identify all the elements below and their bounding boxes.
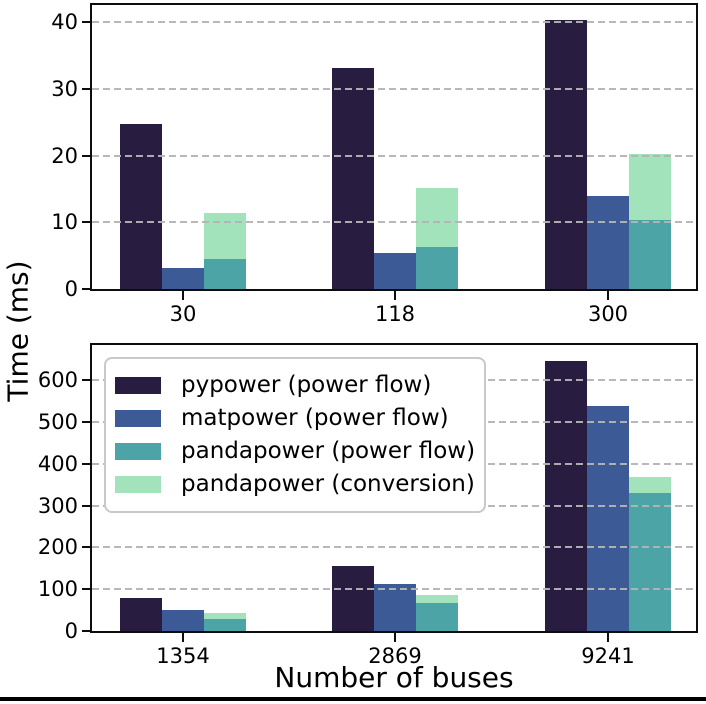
y-tick-600 [82,379,90,382]
bottom-border-line [0,697,706,701]
y-tick-label-20: 20 [51,143,78,168]
gridline-y-20 [92,154,696,157]
bar-pandapower_conv-30 [204,213,246,259]
bar-pandapower_pf-300 [629,219,671,289]
y-tick-label-200: 200 [37,535,78,560]
bar-pypower-118 [332,68,374,289]
bar-pandapower_pf-9241 [629,493,671,631]
bar-matpower-30 [162,267,204,289]
y-tick-100 [82,588,90,591]
y-tick-200 [82,546,90,549]
y-tick-label-600: 600 [37,368,78,393]
y-tick-0 [82,630,90,632]
x-tick-9241 [607,633,609,642]
x-tick-label-9241: 9241 [581,644,635,668]
x-tick-30 [182,291,184,300]
bar-pypower-1354 [120,597,162,631]
bar-pypower-9241 [545,361,587,631]
bar-pandapower_conv-300 [629,153,671,220]
x-tick-2869 [394,633,396,642]
legend: pypower (power flow) matpower (power flow… [104,357,486,513]
legend-row-pypower: pypower (power flow) [115,369,478,402]
top-subplot: 0 10 20 30 40 30 118 300 [51,3,698,326]
bar-pandapower_pf-1354 [204,619,246,631]
bar-pandapower_pf-2869 [416,603,458,631]
y-tick-500 [82,420,90,423]
y-tick-20 [82,154,90,157]
gridline-y-40 [92,21,696,24]
legend-swatch-matpower [115,410,161,427]
y-tick-label-40: 40 [51,10,78,35]
bar-pandapower_pf-118 [416,247,458,289]
bar-matpower-2869 [374,583,416,631]
legend-label: pandapower (conversion) [181,471,475,497]
y-tick-40 [82,21,90,24]
y-tick-label-0: 0 [64,277,78,301]
x-tick-label-118: 118 [374,302,416,326]
y-tick-label-400: 400 [37,451,78,476]
y-tick-label-500: 500 [37,409,78,434]
bar-pandapower_conv-1354 [204,613,246,620]
bar-matpower-1354 [162,610,204,631]
bar-pandapower_conv-2869 [416,595,458,603]
legend-row-pandapower_conv: pandapower (conversion) [115,468,478,501]
bar-pandapower_conv-118 [416,187,458,247]
bar-pandapower_conv-9241 [629,477,671,494]
x-tick-1354 [182,633,184,642]
y-tick-0 [82,288,90,290]
bar-matpower-118 [374,253,416,289]
y-tick-30 [82,88,90,90]
legend-swatch-pandapower_pf [115,443,161,460]
legend-swatch-pypower [115,377,161,394]
legend-label: pandapower (power flow) [181,438,476,464]
legend-label: pypower (power flow) [181,372,432,398]
y-tick-label-30: 30 [51,77,78,101]
x-tick-label-30: 30 [169,302,197,326]
bar-matpower-9241 [587,405,629,631]
bar-pandapower_pf-30 [204,259,246,289]
gridline-y-200 [92,546,696,549]
y-tick-300 [82,504,90,507]
y-tick-label-100: 100 [37,577,78,602]
legend-row-matpower: matpower (power flow) [115,402,478,435]
x-axis-label: Number of buses [274,661,514,694]
bar-pypower-300 [545,19,587,289]
gridline-y-100 [92,588,696,591]
y-tick-10 [82,221,90,224]
y-tick-label-0: 0 [64,619,78,643]
x-tick-label-300: 300 [587,302,629,326]
x-tick-300 [607,291,609,300]
x-tick-118 [394,291,396,300]
bar-pypower-2869 [332,566,374,631]
x-tick-label-1354: 1354 [156,644,210,668]
x-tick-label-2869: 2869 [368,644,422,668]
legend-row-pandapower_pf: pandapower (power flow) [115,435,478,468]
legend-swatch-pandapower_conv [115,476,161,493]
legend-label: matpower (power flow) [181,405,449,431]
y-tick-label-10: 10 [51,210,78,235]
y-tick-label-300: 300 [37,493,78,518]
bar-pypower-30 [120,123,162,289]
y-tick-400 [82,462,90,465]
gridline-y-30 [92,88,696,90]
bar-matpower-300 [587,195,629,289]
gridline-y-10 [92,221,696,224]
